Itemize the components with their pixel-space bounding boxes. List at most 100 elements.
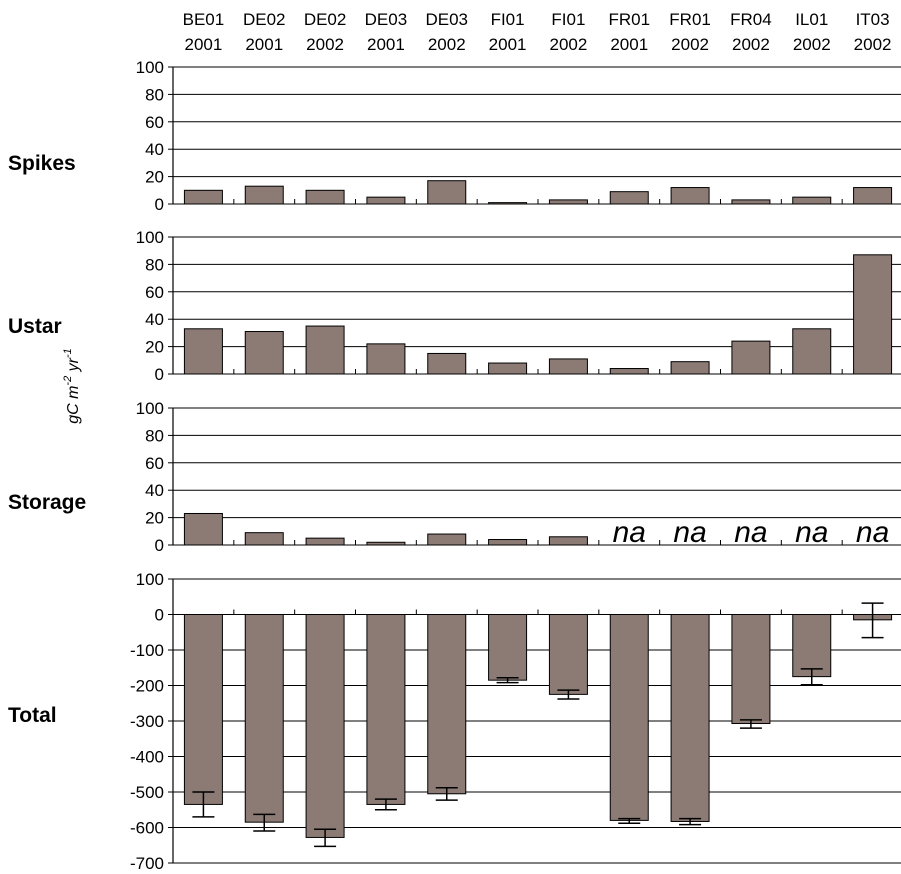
y-tick-label: 0 — [155, 195, 164, 214]
panels: 0 20 40 60 80 100 Spikes 0 20 40 60 80 100 Ustar 0 20 40… — [8, 58, 901, 873]
na-label: na — [856, 516, 889, 549]
category-label-year: 2002 — [428, 35, 466, 54]
bar — [731, 340, 771, 375]
y-tick-label: 0 — [155, 536, 164, 555]
panel-label: Total — [8, 704, 57, 727]
bar — [183, 328, 223, 375]
bar — [244, 185, 284, 205]
y-tick-label: -200 — [130, 677, 164, 696]
y-axis-label: gC m-2 yr-1 — [62, 348, 82, 424]
bar — [366, 196, 406, 205]
category-label-year: 2001 — [367, 35, 405, 54]
y-tick-label: 80 — [145, 255, 164, 274]
bar — [366, 614, 406, 805]
y-tick-label: 100 — [136, 228, 164, 247]
bar — [853, 187, 893, 205]
bar — [244, 614, 284, 823]
bar — [488, 202, 528, 205]
y-tick-label: -400 — [130, 748, 164, 767]
bar — [792, 328, 832, 375]
bar — [305, 537, 345, 546]
category-label-year: 2001 — [489, 35, 527, 54]
bar — [670, 614, 710, 822]
bar — [609, 191, 649, 205]
y-tick-label: 60 — [145, 283, 164, 302]
category-label-site: IT03 — [856, 10, 890, 29]
y-tick-label: -100 — [130, 641, 164, 660]
bar — [609, 614, 649, 821]
category-label-site: DE03 — [365, 10, 408, 29]
bar — [792, 614, 832, 678]
category-label-year: 2001 — [185, 35, 223, 54]
category-label-year: 2002 — [732, 35, 770, 54]
category-label-site: IL01 — [795, 10, 828, 29]
category-label-year: 2001 — [610, 35, 648, 54]
panel-label: Storage — [8, 491, 86, 514]
bar — [427, 352, 467, 375]
category-label-year: 2002 — [550, 35, 588, 54]
y-tick-label: 0 — [155, 606, 164, 625]
na-label: na — [613, 516, 646, 549]
na-label: na — [795, 516, 828, 549]
category-label-year: 2002 — [671, 35, 709, 54]
y-tick-label: 20 — [145, 338, 164, 357]
bar — [853, 254, 893, 375]
category-label-year: 2002 — [306, 35, 344, 54]
bar — [548, 536, 588, 546]
category-label-site: DE02 — [304, 10, 347, 29]
bar — [366, 343, 406, 375]
category-labels: BE01 2001 DE02 2001 DE02 2002 DE03 2001 DE03 2002… — [183, 10, 892, 54]
bar — [670, 361, 710, 375]
y-tick-label: 100 — [136, 399, 164, 418]
y-tick-label: 100 — [136, 570, 164, 589]
bar — [305, 325, 345, 375]
y-tick-label: -600 — [130, 819, 164, 838]
bar — [548, 614, 588, 695]
panel-label: Ustar — [8, 315, 62, 338]
bar — [244, 331, 284, 375]
y-tick-label: 40 — [145, 481, 164, 500]
bar — [305, 614, 345, 838]
category-label-year: 2002 — [793, 35, 831, 54]
bar — [731, 199, 771, 205]
y-tick-label: 60 — [145, 454, 164, 473]
y-tick-label: 0 — [155, 365, 164, 384]
y-tick-label: 80 — [145, 426, 164, 445]
y-tick-label: 20 — [145, 168, 164, 187]
y-tick-label: 40 — [145, 310, 164, 329]
bar — [488, 362, 528, 375]
bar — [183, 189, 223, 205]
category-label-site: FR04 — [730, 10, 772, 29]
bar — [183, 614, 223, 805]
bar — [244, 532, 284, 546]
bar — [427, 533, 467, 546]
bar — [609, 368, 649, 375]
bar — [488, 539, 528, 546]
bar — [366, 541, 406, 546]
category-label-site: FI01 — [491, 10, 525, 29]
category-label-site: FR01 — [669, 10, 711, 29]
bar — [488, 614, 528, 681]
bar — [305, 189, 345, 205]
bar — [427, 180, 467, 205]
na-label: na — [673, 516, 706, 549]
category-label-year: 2002 — [854, 35, 892, 54]
y-tick-label: -700 — [130, 854, 164, 873]
bar — [548, 358, 588, 375]
category-label-site: FR01 — [608, 10, 650, 29]
panel-spikes: 0 20 40 60 80 100 Spikes — [8, 58, 901, 214]
y-tick-label: -500 — [130, 783, 164, 802]
y-tick-label: 100 — [136, 58, 164, 77]
bar — [792, 196, 832, 205]
panel-label: Spikes — [8, 152, 76, 175]
bar — [427, 614, 467, 795]
bar — [548, 199, 588, 205]
category-label-site: DE03 — [425, 10, 468, 29]
category-label-site: FI01 — [551, 10, 585, 29]
category-label-year: 2001 — [245, 35, 283, 54]
category-label-site: DE02 — [243, 10, 286, 29]
y-tick-label: 80 — [145, 85, 164, 104]
y-tick-label: 40 — [145, 140, 164, 159]
category-label-site: BE01 — [183, 10, 225, 29]
